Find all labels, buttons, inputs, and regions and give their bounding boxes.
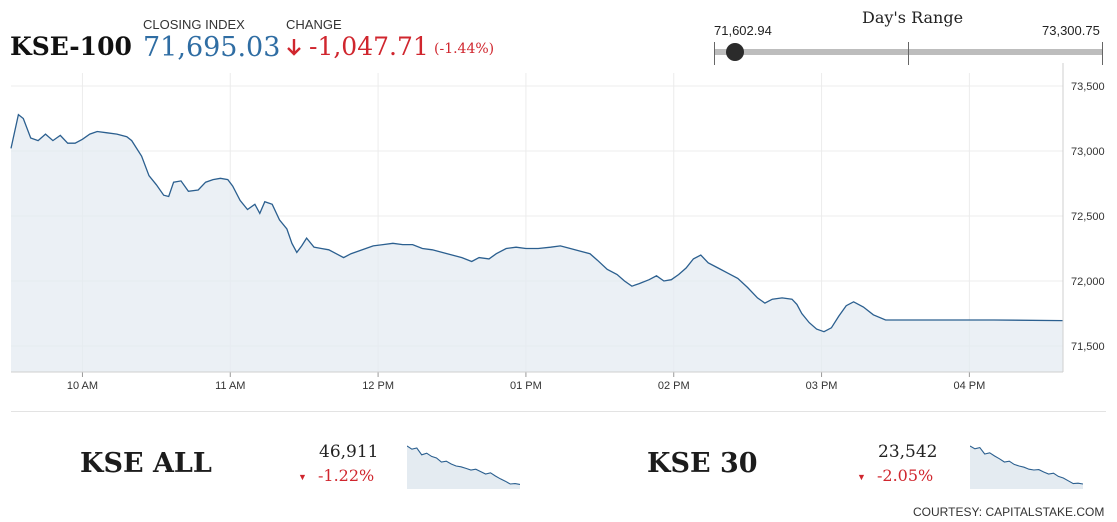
x-tick-label: 10 AM: [67, 380, 98, 392]
intraday-chart: 73,500 73,000 72,500 72,000 71,500 10 AM 11 AM…: [10, 63, 1105, 392]
days-range-marker: [726, 43, 744, 61]
x-tick-label: 12 PM: [362, 380, 394, 392]
index-value: 46,911: [319, 442, 379, 462]
arrow-down-icon: [286, 37, 302, 62]
sparkline-line: [970, 445, 1083, 485]
index-sparkline: [407, 445, 520, 489]
y-tick-label: 73,500: [1071, 81, 1105, 93]
y-tick-label: 73,000: [1071, 146, 1105, 158]
chart-area-fill: [11, 114, 1063, 372]
x-tick-label: 01 PM: [510, 380, 542, 392]
index-ticker: KSE-100: [10, 32, 132, 61]
days-range-high: 73,300.75: [1042, 23, 1100, 38]
change-percent: (-1.44%): [434, 41, 495, 57]
index-value: 23,542: [878, 442, 938, 462]
index-name: KSE 30: [647, 448, 758, 479]
closing-index-label: CLOSING INDEX: [143, 17, 245, 32]
index-sparkline: [970, 445, 1083, 489]
chart-series-line: [10, 113, 1064, 333]
index-change: -2.05%: [877, 466, 934, 485]
closing-index-value: 71,695.03: [143, 32, 281, 63]
y-tick-label: 72,000: [1071, 276, 1105, 288]
triangle-down-icon: ▼: [857, 472, 866, 482]
days-range-title: Day's Range: [862, 8, 964, 27]
sparkline-fill: [970, 446, 1083, 489]
days-range-tick: [714, 42, 715, 65]
days-range-tick: [1102, 42, 1103, 65]
courtesy-note: COURTESY: CAPITALSTAKE.COM: [913, 505, 1105, 519]
y-tick-label: 72,500: [1071, 211, 1105, 223]
days-range-tick: [908, 42, 909, 65]
x-tick-label: 02 PM: [658, 380, 690, 392]
index-name: KSE ALL: [80, 448, 212, 479]
x-tick-label: 04 PM: [953, 380, 985, 392]
index-change: -1.22%: [318, 466, 375, 485]
change-label: CHANGE: [286, 17, 342, 32]
y-tick-label: 71,500: [1071, 341, 1105, 353]
days-range-low: 71,602.94: [714, 23, 772, 38]
sparkline-line: [407, 445, 520, 485]
section-divider: [11, 411, 1106, 412]
change-value: -1,047.71: [309, 32, 429, 61]
chart-axes: 73,500 73,000 72,500 72,000 71,500 10 AM 11 AM…: [11, 63, 1105, 392]
x-tick-label: 11 AM: [215, 380, 245, 392]
x-tick-label: 03 PM: [806, 380, 838, 392]
triangle-down-icon: ▼: [298, 472, 307, 482]
sparkline-fill: [407, 446, 520, 489]
